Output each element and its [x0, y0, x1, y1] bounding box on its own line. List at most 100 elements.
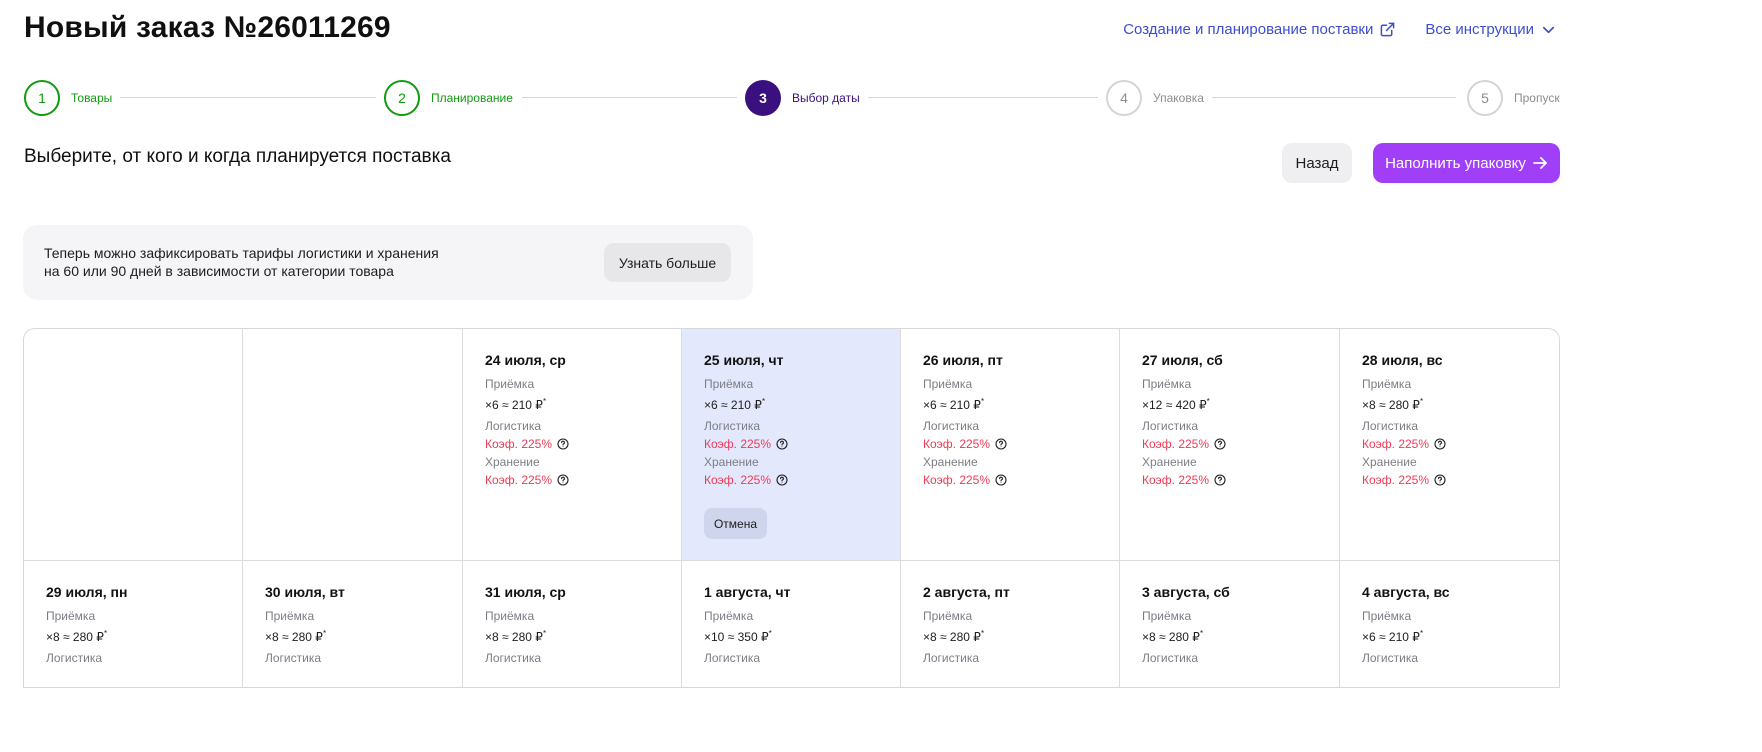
cancel-date-button[interactable]: Отмена [704, 508, 767, 539]
logistics-label: Логистика [704, 419, 760, 433]
step-label: Планирование [431, 91, 513, 105]
acceptance-label: Приёмка [46, 609, 95, 623]
help-icon[interactable] [776, 474, 788, 486]
acceptance-label: Приёмка [265, 609, 314, 623]
banner-line: на 60 или 90 дней в зависимости от катег… [44, 262, 439, 280]
logistics-label: Логистика [265, 651, 321, 665]
footnote-mark: * [769, 629, 772, 638]
step-packaging[interactable]: 4 Упаковка [1106, 80, 1204, 116]
top-links: Создание и планирование поставки Все инс… [1123, 21, 1556, 38]
calendar-day-cell[interactable]: 4 августа, вс Приёмка ×6 ≈ 210 ₽* Логистика [1340, 561, 1560, 688]
storage-coef: Коэф. 225% [485, 473, 569, 487]
help-icon[interactable] [1434, 474, 1446, 486]
day-date: 4 августа, вс [1362, 584, 1450, 600]
help-icon[interactable] [557, 438, 569, 450]
step-goods[interactable]: 1 Товары [24, 80, 112, 116]
calendar-day-cell[interactable]: 24 июля, ср Приёмка ×6 ≈ 210 ₽* Логистика Ко… [463, 329, 682, 561]
acceptance-price: ×8 ≈ 280 ₽ [46, 630, 104, 644]
calendar-day-cell[interactable]: 1 августа, чт Приёмка ×10 ≈ 350 ₽* Логистик… [682, 561, 901, 688]
calendar-day-cell[interactable]: 29 июля, пн Приёмка ×8 ≈ 280 ₽* Логистика [24, 561, 243, 688]
help-icon[interactable] [776, 438, 788, 450]
footnote-mark: * [1200, 629, 1203, 638]
logistics-label: Логистика [923, 419, 979, 433]
acceptance-label: Приёмка [1142, 377, 1191, 391]
learn-more-button[interactable]: Узнать больше [604, 243, 731, 282]
storage-label: Хранение [485, 455, 540, 469]
arrow-right-icon [1532, 155, 1548, 171]
help-icon[interactable] [995, 438, 1007, 450]
step-label: Упаковка [1153, 91, 1204, 105]
footnote-mark: * [323, 629, 326, 638]
day-date: 26 июля, пт [923, 352, 1003, 368]
step-connector [522, 97, 737, 98]
acceptance-value: ×10 ≈ 350 ₽* [704, 629, 772, 644]
logistics-coef-value: Коэф. 225% [485, 437, 552, 451]
footnote-mark: * [1420, 629, 1423, 638]
day-date: 24 июля, ср [485, 352, 566, 368]
help-icon[interactable] [557, 474, 569, 486]
day-date: 2 августа, пт [923, 584, 1010, 600]
logistics-label: Логистика [1142, 419, 1198, 433]
acceptance-label: Приёмка [704, 377, 753, 391]
calendar-cell-empty [243, 329, 463, 561]
storage-coef-value: Коэф. 225% [923, 473, 990, 487]
day-date: 29 июля, пн [46, 584, 127, 600]
acceptance-label: Приёмка [1362, 377, 1411, 391]
back-button[interactable]: Назад [1282, 143, 1352, 183]
storage-coef: Коэф. 225% [1142, 473, 1226, 487]
calendar-day-cell[interactable]: 28 июля, вс Приёмка ×8 ≈ 280 ₽* Логистика Ко… [1340, 329, 1560, 561]
storage-coef: Коэф. 225% [704, 473, 788, 487]
day-date: 27 июля, сб [1142, 352, 1223, 368]
calendar-day-cell[interactable]: 30 июля, вт Приёмка ×8 ≈ 280 ₽* Логистика [243, 561, 463, 688]
storage-coef: Коэф. 225% [923, 473, 1007, 487]
storage-coef: Коэф. 225% [1362, 473, 1446, 487]
acceptance-value: ×6 ≈ 210 ₽* [704, 397, 765, 412]
acceptance-value: ×8 ≈ 280 ₽* [46, 629, 107, 644]
footnote-mark: * [762, 397, 765, 406]
logistics-label: Логистика [1142, 651, 1198, 665]
delivery-calendar: 24 июля, ср Приёмка ×6 ≈ 210 ₽* Логистика Ко… [23, 328, 1560, 688]
help-icon[interactable] [1434, 438, 1446, 450]
logistics-coef: Коэф. 225% [923, 437, 1007, 451]
logistics-coef-value: Коэф. 225% [704, 437, 771, 451]
storage-coef-value: Коэф. 225% [1142, 473, 1209, 487]
calendar-day-cell[interactable]: 25 июля, чт Приёмка ×6 ≈ 210 ₽* Логистика Ко… [682, 329, 901, 561]
step-number: 3 [745, 80, 781, 116]
page-title: Новый заказ №26011269 [24, 11, 391, 45]
footnote-mark: * [981, 629, 984, 638]
acceptance-label: Приёмка [1142, 609, 1191, 623]
calendar-day-cell[interactable]: 31 июля, ср Приёмка ×8 ≈ 280 ₽* Логистика [463, 561, 682, 688]
step-planning[interactable]: 2 Планирование [384, 80, 513, 116]
calendar-day-cell[interactable]: 27 июля, сб Приёмка ×12 ≈ 420 ₽* Логистика К… [1120, 329, 1340, 561]
logistics-coef: Коэф. 225% [704, 437, 788, 451]
acceptance-label: Приёмка [485, 609, 534, 623]
help-icon[interactable] [1214, 474, 1226, 486]
acceptance-price: ×8 ≈ 280 ₽ [485, 630, 543, 644]
logistics-label: Логистика [704, 651, 760, 665]
step-connector [868, 97, 1098, 98]
help-icon[interactable] [995, 474, 1007, 486]
acceptance-price: ×6 ≈ 210 ₽ [1362, 630, 1420, 644]
storage-label: Хранение [923, 455, 978, 469]
help-icon[interactable] [1214, 438, 1226, 450]
acceptance-price: ×6 ≈ 210 ₽ [704, 398, 762, 412]
external-link-icon [1380, 22, 1395, 37]
footnote-mark: * [104, 629, 107, 638]
day-date: 3 августа, сб [1142, 584, 1230, 600]
planning-instructions-link[interactable]: Создание и планирование поставки [1123, 21, 1395, 38]
acceptance-value: ×8 ≈ 280 ₽* [265, 629, 326, 644]
step-number: 5 [1467, 80, 1503, 116]
logistics-coef-value: Коэф. 225% [1362, 437, 1429, 451]
calendar-day-cell[interactable]: 3 августа, сб Приёмка ×8 ≈ 280 ₽* Логистика [1120, 561, 1340, 688]
calendar-day-cell[interactable]: 26 июля, пт Приёмка ×6 ≈ 210 ₽* Логистика Ко… [901, 329, 1120, 561]
logistics-label: Логистика [485, 419, 541, 433]
calendar-day-cell[interactable]: 2 августа, пт Приёмка ×8 ≈ 280 ₽* Логистика [901, 561, 1120, 688]
acceptance-value: ×6 ≈ 210 ₽* [923, 397, 984, 412]
logistics-coef-value: Коэф. 225% [923, 437, 990, 451]
fill-packaging-button[interactable]: Наполнить упаковку [1373, 143, 1560, 183]
order-stepper: 1 Товары 2 Планирование 3 Выбор даты 4 У… [24, 80, 1568, 116]
fill-packaging-label: Наполнить упаковку [1385, 155, 1526, 172]
all-instructions-dropdown[interactable]: Все инструкции [1425, 21, 1556, 38]
step-date-selection[interactable]: 3 Выбор даты [745, 80, 860, 116]
step-pass[interactable]: 5 Пропуск [1467, 80, 1560, 116]
